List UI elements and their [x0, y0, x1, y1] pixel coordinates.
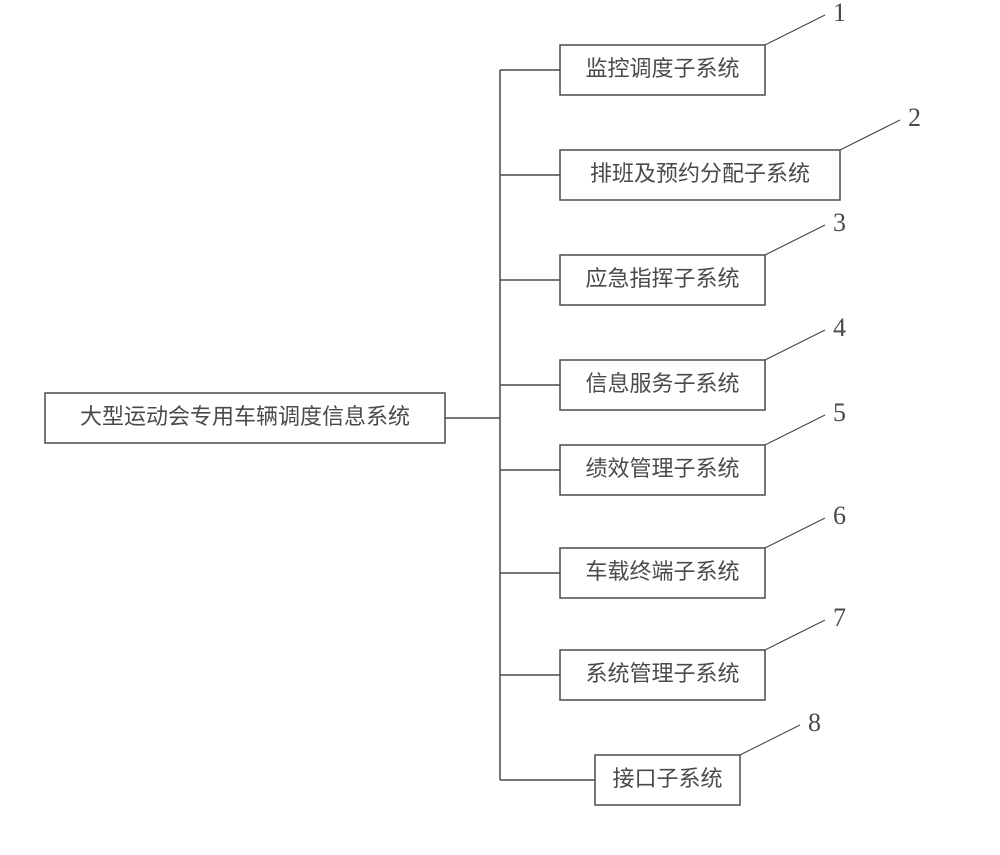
child-label: 排班及预约分配子系统 — [590, 161, 810, 186]
child-number: 5 — [833, 398, 846, 427]
child-label: 应急指挥子系统 — [585, 266, 739, 291]
leader-line — [765, 620, 825, 650]
leader-line — [765, 330, 825, 360]
leader-line — [840, 120, 900, 150]
child-label: 接口子系统 — [612, 766, 722, 791]
child-label: 系统管理子系统 — [585, 661, 739, 686]
leader-line — [765, 518, 825, 548]
leader-line — [740, 725, 800, 755]
child-number: 8 — [808, 708, 821, 737]
child-number: 6 — [833, 501, 846, 530]
child-label: 监控调度子系统 — [585, 56, 739, 81]
child-label: 绩效管理子系统 — [585, 456, 739, 481]
leader-line — [765, 225, 825, 255]
leader-line — [765, 15, 825, 45]
child-number: 7 — [833, 603, 846, 632]
diagram-canvas: 大型运动会专用车辆调度信息系统 监控调度子系统 1 排班及预约分配子系统 2 应急指挥子系… — [0, 0, 1000, 855]
child-label: 车载终端子系统 — [585, 559, 739, 584]
child-label: 信息服务子系统 — [585, 371, 739, 396]
leader-line — [765, 415, 825, 445]
child-number: 2 — [908, 103, 921, 132]
child-number: 3 — [833, 208, 846, 237]
child-number: 1 — [833, 0, 846, 27]
child-number: 4 — [833, 313, 846, 342]
root-label: 大型运动会专用车辆调度信息系统 — [80, 404, 410, 429]
